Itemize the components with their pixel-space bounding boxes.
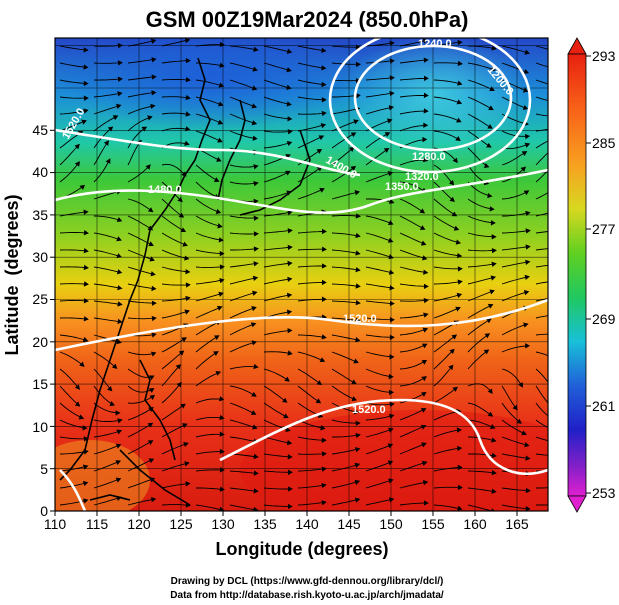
y-axis-ticks (50, 129, 55, 512)
y-tick-label: 30 (32, 249, 48, 265)
plot-frame (54, 37, 549, 512)
colorbar-label: 269 (592, 311, 616, 327)
map-title: GSM 00Z19Mar2024 (850.0hPa) (146, 7, 469, 32)
y-tick-label: 10 (32, 419, 48, 435)
y-tick-label: 15 (32, 376, 48, 392)
contour-label: 1520.0 (343, 313, 377, 325)
credit-data: Data from http://database.rish.kyoto-u.a… (170, 590, 444, 601)
x-tick-label: 130 (211, 516, 235, 532)
x-axis-ticks (54, 511, 518, 516)
colorbar-label: 293 (592, 48, 616, 64)
x-axis-title: Longitude (degrees) (215, 539, 388, 559)
colorbar-label: 277 (592, 221, 616, 237)
colorbar-label: 261 (592, 398, 616, 414)
x-tick-label: 160 (463, 516, 487, 532)
x-tick-label: 115 (86, 516, 109, 532)
x-tick-label: 135 (253, 516, 277, 532)
coastlines (59, 57, 311, 506)
y-tick-labels: 0 5 10 15 20 25 30 35 40 45 (32, 122, 48, 519)
lat-lon-grid (55, 38, 548, 511)
y-tick-label: 40 (32, 164, 48, 180)
x-tick-label: 120 (127, 516, 151, 532)
colorbar-label: 285 (592, 135, 616, 151)
contour-label: 1520.0 (352, 404, 386, 416)
colorbar-label: 253 (592, 485, 616, 501)
colorbar: 293 285 277 269 261 253 (567, 37, 616, 513)
contour-label: 1280.0 (412, 151, 446, 163)
credit-drawing: Drawing by DCL (https://www.gfd-dennou.o… (171, 576, 444, 587)
x-tick-label: 145 (337, 516, 361, 532)
height-contours (55, 38, 548, 511)
x-tick-labels: 110 115 120 125 130 135 140 145 150 155 … (44, 516, 529, 532)
y-axis-title: Latitude (degrees) (2, 194, 22, 355)
contour-label: 1350.0 (385, 181, 419, 193)
x-tick-label: 155 (421, 516, 445, 532)
y-tick-label: 35 (32, 207, 48, 223)
contour-label: 1480.0 (148, 184, 182, 196)
y-tick-label: 45 (32, 122, 48, 138)
y-tick-label: 25 (32, 291, 48, 307)
contour-label: 1320.0 (405, 171, 439, 183)
x-tick-label: 125 (169, 516, 193, 532)
x-tick-label: 150 (379, 516, 403, 532)
y-tick-label: 20 (32, 334, 48, 350)
y-tick-label: 5 (40, 461, 48, 477)
x-tick-label: 140 (295, 516, 319, 532)
x-tick-label: 165 (505, 516, 529, 532)
x-tick-label: 110 (44, 516, 67, 532)
contour-label: 1240.0 (418, 38, 452, 50)
y-tick-label: 0 (40, 503, 48, 519)
temperature-field (55, 38, 548, 511)
